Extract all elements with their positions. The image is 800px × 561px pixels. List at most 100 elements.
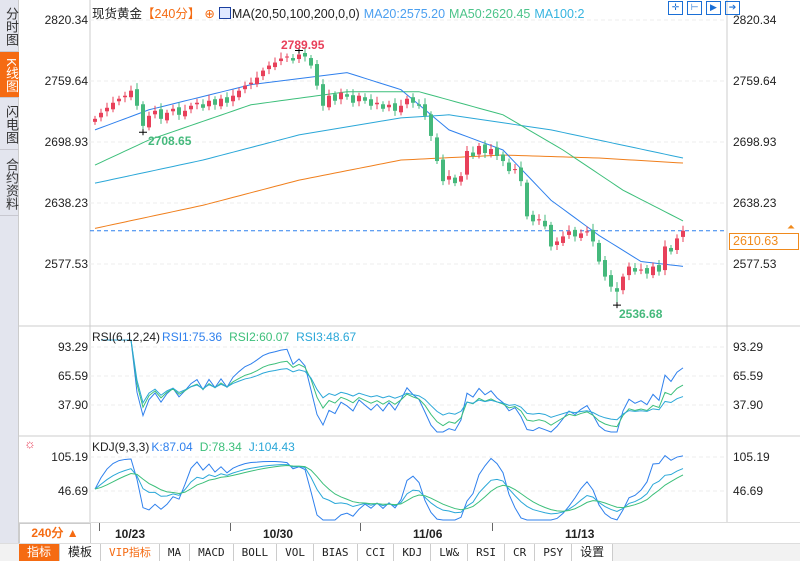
rsi-axis-label: 37.90: [733, 398, 764, 412]
date-label: 11/13: [565, 527, 595, 541]
settings-sun-icon[interactable]: ☼: [24, 436, 36, 451]
move-right-icon[interactable]: ➔: [725, 1, 740, 15]
candle-body: [177, 107, 181, 115]
tab-vol[interactable]: VOL: [277, 544, 315, 561]
candle-body: [303, 53, 307, 57]
candle-body: [555, 241, 559, 245]
tab-timeshare[interactable]: 分时图: [0, 0, 19, 52]
tab-contract-info[interactable]: 合约资料: [0, 150, 19, 216]
rsi2-line: [101, 339, 684, 428]
ma100-value: MA100:2: [534, 7, 585, 21]
tab-cr[interactable]: CR: [505, 544, 536, 561]
extreme-marker: [295, 47, 303, 54]
tab-indicators[interactable]: 指标: [19, 544, 61, 561]
candle-body: [363, 97, 367, 101]
candle-body: [159, 109, 163, 119]
high-annotation: 2789.95: [281, 38, 325, 52]
ma-params: MA(20,50,100,200,0,0): [231, 7, 360, 21]
tab-templates[interactable]: 模板: [60, 544, 102, 561]
kdj-label: KDJ(9,3,3): [92, 440, 150, 454]
candle-body: [675, 238, 679, 250]
play-icon[interactable]: ▶: [706, 1, 721, 15]
rsi-axis-label: 65.59: [733, 369, 764, 383]
candle-body: [681, 230, 685, 237]
ma50-value: MA50:2620.45: [449, 7, 531, 21]
candle-body: [345, 94, 349, 97]
candle-body: [645, 268, 649, 274]
zoom-left-icon[interactable]: ⊢: [687, 1, 702, 15]
candle-body: [357, 95, 361, 102]
candle-body: [153, 110, 157, 115]
left-axis-label: 2698.93: [44, 135, 88, 149]
tab-cci[interactable]: CCI: [357, 544, 395, 561]
kdj-k-value: K:87.04: [151, 440, 193, 454]
candle-body: [429, 114, 433, 136]
rsi3-value: RSI3:48.67: [296, 330, 357, 344]
kdj-d-line: [94, 465, 684, 512]
candle-body: [615, 288, 619, 292]
candle-body: [585, 231, 589, 233]
candle-body: [111, 102, 115, 110]
crosshair-icon[interactable]: ✛: [668, 1, 683, 15]
candle-body: [291, 58, 295, 61]
date-axis: 240分 ▲ 10/23 10/30 11/06 11/13: [19, 522, 800, 544]
tab-flash[interactable]: 闪电图: [0, 98, 19, 150]
candle-body: [501, 154, 505, 162]
tab-kdj[interactable]: KDJ: [394, 544, 432, 561]
candle-body: [609, 275, 613, 287]
candle-body: [261, 70, 265, 77]
candle-body: [417, 104, 421, 106]
candle-body: [315, 64, 319, 86]
rsi2-value: RSI2:60.07: [229, 330, 290, 344]
tab-boll[interactable]: BOLL: [233, 544, 278, 561]
kdj-axis-label: 46.69: [57, 484, 88, 498]
candle-body: [243, 85, 247, 90]
tab-bias[interactable]: BIAS: [314, 544, 358, 561]
candle-body: [249, 82, 253, 85]
extreme-marker: [139, 129, 147, 136]
tab-psy[interactable]: PSY: [535, 544, 573, 561]
tab-kline[interactable]: K线图: [0, 52, 19, 98]
candle-body: [339, 92, 343, 100]
kdj-j-line: [94, 454, 684, 521]
scroll-up-icon[interactable]: ⏶: [787, 222, 795, 233]
tab-rsi[interactable]: RSI: [468, 544, 506, 561]
candle-body: [543, 220, 547, 227]
chart-canvas[interactable]: [0, 0, 800, 522]
candle-body: [621, 276, 625, 291]
main-header: 现货黄金【240分】 ⊕ MA(20,50,100,200,0,0) MA20:257…: [92, 3, 588, 22]
candle-body: [237, 90, 241, 98]
candle-body: [549, 224, 553, 247]
candle-body: [171, 108, 175, 112]
current-price-tag: 2610.63: [729, 233, 799, 250]
candle-body: [93, 118, 97, 122]
candle-body: [213, 99, 217, 105]
candle-body: [453, 177, 457, 184]
rsi-axis-label: 37.90: [57, 398, 88, 412]
tab-vip-indicators[interactable]: VIP指标: [101, 544, 160, 561]
candle-body: [471, 152, 475, 157]
candle-body: [489, 148, 493, 155]
candle-body: [519, 167, 523, 182]
candle-body: [441, 159, 445, 182]
candle-body: [183, 110, 187, 117]
candle-body: [591, 229, 595, 242]
right-axis-label: 2759.64: [733, 74, 777, 88]
candle-body: [219, 98, 223, 107]
tab-macd[interactable]: MACD: [190, 544, 234, 561]
rsi-axis-label: 65.59: [57, 369, 88, 383]
tab-settings[interactable]: 设置: [572, 544, 614, 561]
candle-body: [369, 99, 373, 106]
rsi1-line: [101, 339, 684, 433]
candle-body: [651, 266, 655, 276]
candle-body: [603, 260, 607, 277]
sidebar: 分时图 K线图 闪电图 合约资料: [0, 0, 19, 543]
candle-body: [639, 269, 643, 271]
candle-body: [375, 102, 379, 105]
tab-lwr[interactable]: LW&: [431, 544, 469, 561]
tab-ma[interactable]: MA: [159, 544, 191, 561]
candle-body: [447, 176, 451, 180]
crosshair-small-icon[interactable]: ⊕: [204, 7, 215, 21]
ma50-line: [94, 91, 684, 222]
period-selector[interactable]: 240分 ▲: [19, 523, 91, 544]
